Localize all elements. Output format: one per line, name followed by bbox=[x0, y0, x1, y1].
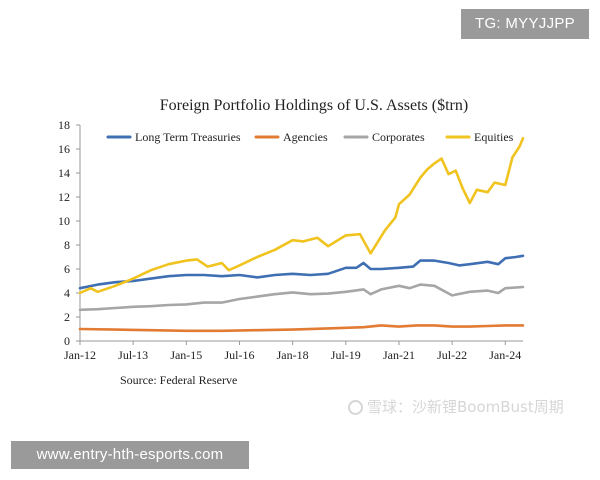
series-line-long-term-treasuries bbox=[78, 254, 525, 290]
x-tick-label: Jan-12 bbox=[64, 348, 96, 362]
series-line-corporates bbox=[78, 283, 525, 312]
y-tick-label: 8 bbox=[64, 238, 70, 252]
x-tick-label: Jan-15 bbox=[170, 348, 202, 362]
legend-label-long-term-treasuries: Long Term Treasuries bbox=[135, 130, 241, 144]
series-line-agencies bbox=[78, 324, 525, 333]
x-tick-label: Jul-16 bbox=[224, 348, 254, 362]
legend-label-equities: Equities bbox=[474, 130, 514, 144]
y-tick-label: 10 bbox=[58, 214, 70, 228]
site-url-badge: www.entry-hth-esports.com bbox=[11, 441, 249, 469]
chart-axes: 0 2 4 6 8 10 12 14 16 18 Jan-12 Jul-13 Jan-15 Jul-16 J… bbox=[58, 118, 523, 362]
x-tick-label: Jul-13 bbox=[118, 348, 148, 362]
y-tick-label: 2 bbox=[64, 310, 70, 324]
x-tick-label: Jul-19 bbox=[331, 348, 361, 362]
chart-legend: Long Term Treasuries Agencies Corporates Eq… bbox=[106, 130, 514, 144]
y-tick-label: 6 bbox=[64, 262, 70, 276]
legend-label-agencies: Agencies bbox=[283, 130, 328, 144]
snowball-logo-icon bbox=[348, 400, 363, 415]
y-tick-label: 0 bbox=[64, 334, 70, 348]
chart-title: Foreign Portfolio Holdings of U.S. Asset… bbox=[160, 97, 468, 114]
watermark-text: 雪球：沙新锂BoomBust周期 bbox=[367, 398, 564, 416]
x-tick-label: Jul-22 bbox=[437, 348, 467, 362]
legend-label-corporates: Corporates bbox=[372, 130, 425, 144]
chart-source: Source: Federal Reserve bbox=[120, 373, 237, 387]
watermark: 雪球：沙新锂BoomBust周期 bbox=[348, 396, 564, 417]
x-tick-label: Jan-18 bbox=[277, 348, 309, 362]
x-tick-label: Jan-21 bbox=[383, 348, 415, 362]
y-tick-label: 4 bbox=[64, 286, 70, 300]
y-tick-label: 16 bbox=[58, 142, 70, 156]
y-tick-label: 12 bbox=[58, 190, 70, 204]
x-tick-label: Jan-24 bbox=[489, 348, 521, 362]
y-tick-label: 14 bbox=[58, 166, 70, 180]
telegram-badge: TG: MYYJJPP bbox=[461, 9, 589, 39]
y-tick-label: 18 bbox=[58, 118, 70, 132]
chart-series-group bbox=[78, 136, 525, 333]
series-line-equities bbox=[78, 136, 525, 295]
